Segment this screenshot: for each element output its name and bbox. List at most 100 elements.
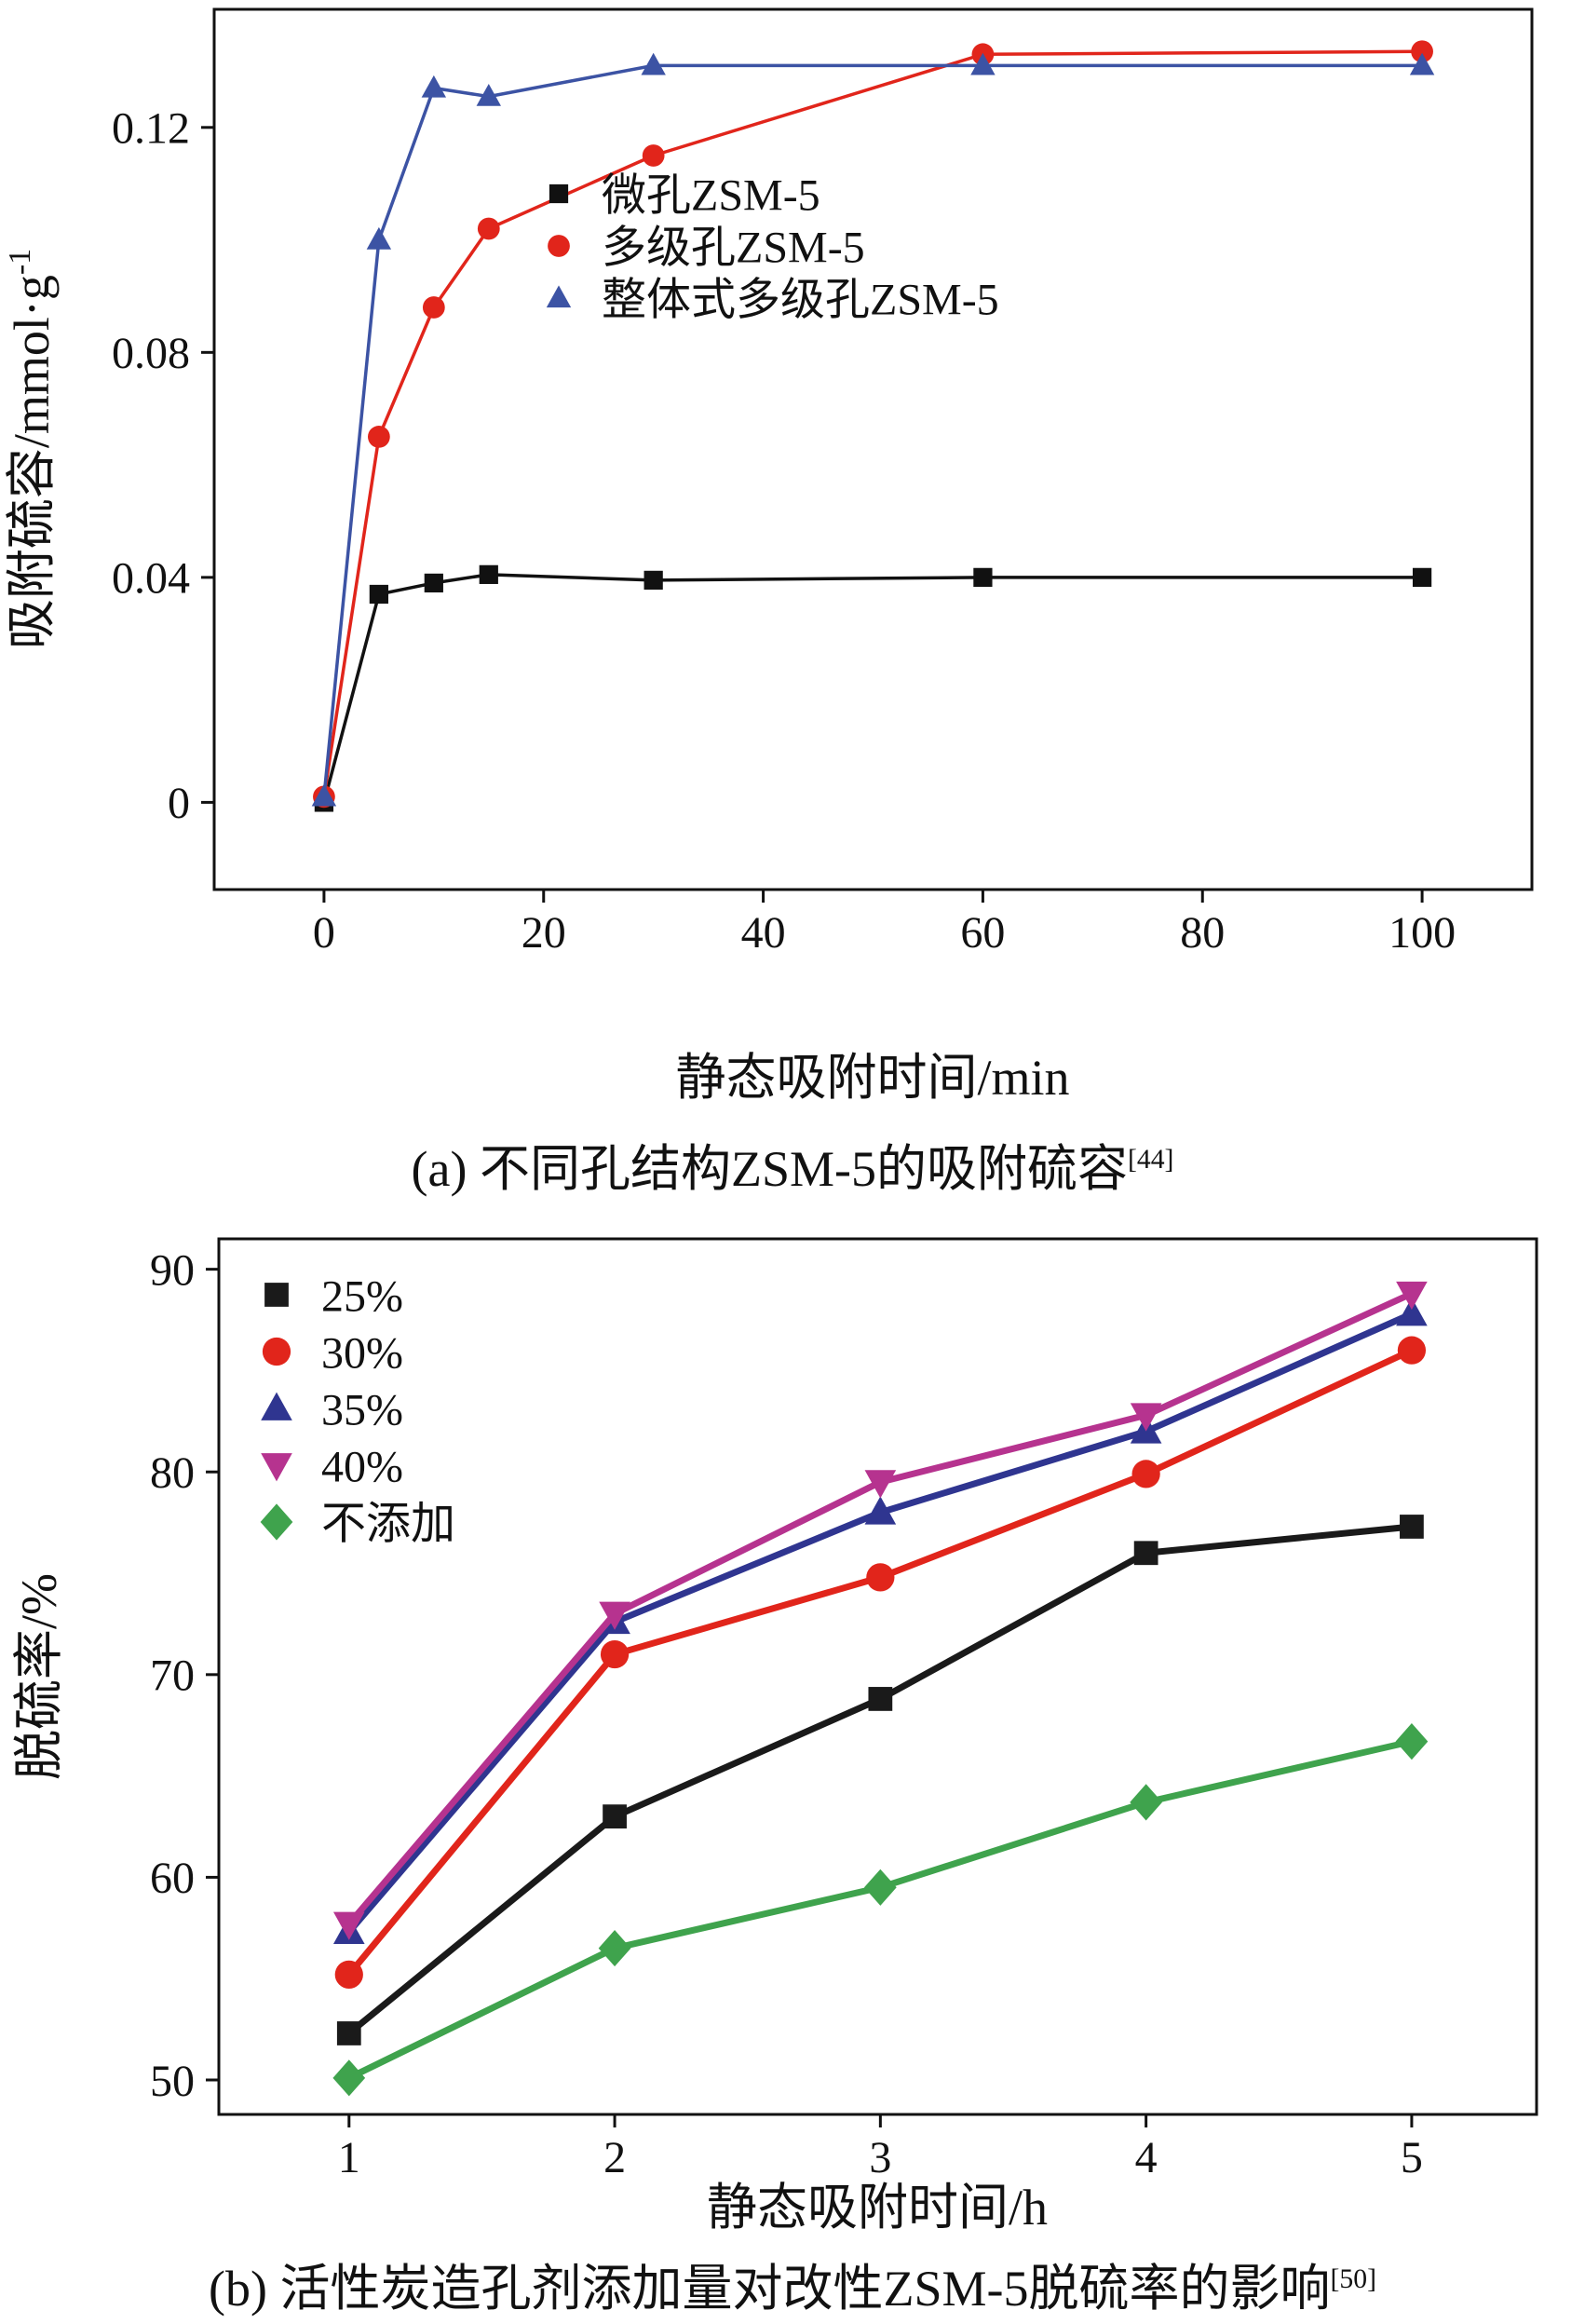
series-1-point <box>422 296 445 319</box>
series-2-point <box>311 783 337 807</box>
y-tick-label: 90 <box>150 1245 195 1295</box>
y-tick-label: 50 <box>150 2057 195 2106</box>
series-0-point <box>479 564 498 584</box>
figure-b: 1 2 3 4 5 50 60 70 80 90 25% 30% 35% 40% 不添加 脱硫率/% 静态吸… <box>0 1230 1585 2317</box>
y-tick-label: 60 <box>150 1854 195 1903</box>
x-tick-label: 60 <box>960 908 1005 958</box>
legend-marker-1 <box>262 1337 291 1366</box>
series-1-point <box>1411 40 1433 63</box>
legend-label-1: 30% <box>321 1328 403 1378</box>
caption-b-ref: [50] <box>1330 2264 1376 2294</box>
y-axis-label-a: 吸附硫容/mmol·g-1 <box>3 249 60 649</box>
caption-a-ref: [44] <box>1127 1145 1174 1175</box>
plot-box <box>217 1237 1538 2116</box>
series-4-point <box>598 1929 631 1967</box>
series-4-point <box>1130 1784 1162 1821</box>
series-1-point <box>866 1563 895 1592</box>
series-3-point <box>1396 1281 1428 1311</box>
series-line-3 <box>345 1290 1416 1927</box>
x-axis-label-b: 静态吸附时间/h <box>707 2180 1048 2236</box>
caption-b-text: (b) 活性炭造孔剂添加量对改性ZSM-5脱硫率的影响 <box>209 2261 1331 2317</box>
series-0-point <box>973 567 993 587</box>
series-2-point <box>864 1496 897 1525</box>
series-1-point <box>642 144 665 167</box>
series-0-point <box>424 573 443 593</box>
legend-label-2: 整体式多级孔ZSM-5 <box>602 275 999 324</box>
series-3-point <box>1130 1403 1162 1432</box>
x-tick-label: 20 <box>522 908 566 958</box>
legend-label-3: 40% <box>321 1442 403 1491</box>
figure-a: 0 20 40 60 80 100 0 0.04 0.08 0.12 微孔ZSM-5 多级孔ZSM-5… <box>0 7 1585 1197</box>
caption-a: (a) 不同孔结构ZSM-5的吸附硫容[44] <box>0 1127 1585 1197</box>
series-3-point <box>332 1911 365 1940</box>
legend-marker-0 <box>549 183 569 204</box>
series-1-point <box>1131 1460 1160 1488</box>
legend-label-0: 微孔ZSM-5 <box>602 170 820 220</box>
legend-label-1: 多级孔ZSM-5 <box>602 223 865 272</box>
y-tick-label: 0.04 <box>112 554 190 604</box>
y-tick-label: 0 <box>168 779 190 828</box>
series-4-point <box>863 1869 897 1906</box>
y-tick-label: 0.08 <box>112 329 190 378</box>
y-tick-label: 0.12 <box>112 104 190 154</box>
y-axis-label-a-sup: -1 <box>3 249 37 275</box>
legend-label-2: 35% <box>321 1385 403 1434</box>
legend-marker-4 <box>260 1503 293 1541</box>
series-2-point <box>641 52 666 75</box>
chart-b-canvas: 1 2 3 4 5 50 60 70 80 90 25% 30% 35% 40% 不添加 脱硫率/% 静态吸… <box>11 1237 1538 2236</box>
series-3-point <box>864 1470 897 1499</box>
series-1-point <box>367 426 390 448</box>
x-tick-label: 2 <box>603 2133 626 2182</box>
chart-a-canvas: 0 20 40 60 80 100 0 0.04 0.08 0.12 微孔ZSM-5多级孔ZSM-5… <box>3 7 1534 1106</box>
series-line-2 <box>345 1311 1416 1936</box>
series-0-point <box>643 570 663 591</box>
series-4-point <box>332 2059 366 2097</box>
series-line-1 <box>322 49 1424 799</box>
series-2-point <box>1396 1298 1428 1326</box>
legend-marker-2 <box>546 285 572 308</box>
series-2-point <box>970 52 996 75</box>
series-0-point <box>1400 1515 1424 1539</box>
y-tick-label: 80 <box>150 1448 195 1498</box>
x-tick-label: 1 <box>338 2133 360 2182</box>
series-1-point <box>600 1639 630 1669</box>
series-0-point <box>1133 1541 1158 1566</box>
plot-box <box>212 7 1534 891</box>
series-0-point <box>336 2021 361 2045</box>
legend-label-0: 25% <box>321 1271 403 1321</box>
series-0-point <box>1412 567 1432 587</box>
chart-b-plot-area: 1 2 3 4 5 50 60 70 80 90 25% 30% 35% 40% 不添加 <box>150 1237 1538 2182</box>
caption-a-text: (a) 不同孔结构ZSM-5的吸附硫容 <box>411 1141 1128 1197</box>
series-line-2 <box>322 63 1424 799</box>
x-tick-label: 40 <box>741 908 786 958</box>
series-4-point <box>1395 1723 1429 1760</box>
series-1-point <box>1397 1336 1427 1365</box>
series-3-point <box>599 1601 630 1630</box>
series-0-point <box>603 1804 627 1829</box>
y-axis-label-b-main: 脱硫率/% <box>11 1573 67 1780</box>
series-line-4 <box>345 1738 1416 2082</box>
series-2-point <box>366 226 392 250</box>
series-2-point <box>476 83 501 106</box>
x-tick-label: 0 <box>313 908 335 958</box>
series-1-point <box>477 217 500 240</box>
legend-label-4: 不添加 <box>321 1499 455 1548</box>
caption-b: (b) 活性炭造孔剂添加量对改性ZSM-5脱硫率的影响[50] <box>0 2245 1585 2317</box>
y-axis-label-a-main: 吸附硫容/mmol·g <box>4 275 60 649</box>
series-line-0 <box>322 573 1424 805</box>
chart-a-plot-area: 0 20 40 60 80 100 0 0.04 0.08 0.12 微孔ZSM-5多级孔ZSM-5… <box>112 7 1534 958</box>
y-axis-label-b: 脱硫率/% <box>11 1573 67 1780</box>
series-0-point <box>369 584 388 605</box>
legend-marker-0 <box>264 1283 289 1307</box>
x-tick-label: 3 <box>869 2133 891 2182</box>
y-tick-label: 70 <box>150 1651 195 1701</box>
x-axis-label-a: 静态吸附时间/min <box>675 1050 1069 1106</box>
series-2-point <box>1409 52 1435 75</box>
x-tick-label: 80 <box>1180 908 1225 958</box>
series-0-point <box>868 1687 893 1711</box>
series-1-point <box>334 1960 363 1989</box>
x-tick-label: 4 <box>1135 2133 1158 2182</box>
legend-marker-1 <box>548 235 570 257</box>
x-tick-label: 5 <box>1401 2133 1423 2182</box>
